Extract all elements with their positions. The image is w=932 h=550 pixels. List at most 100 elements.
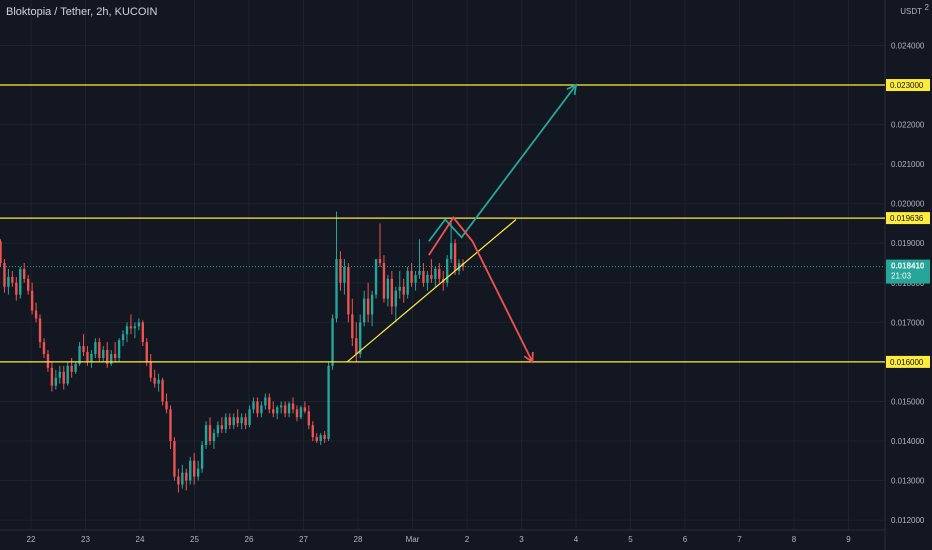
candle-body [121,334,125,341]
candle-body [359,322,362,354]
candle-body [370,294,374,315]
y-tick-label: 0.015000 [891,397,925,406]
x-tick-label: 26 [245,535,254,544]
candle-body [3,263,6,287]
candle-body [185,472,188,481]
x-tick-label: 24 [136,535,145,544]
candle-body [204,425,208,445]
candle-body [394,290,397,307]
candle-body [327,365,330,440]
candle-body [386,278,390,299]
candle-body [256,401,259,414]
candle-body [260,405,263,414]
candle-body [272,409,275,414]
candle-body [90,353,93,362]
candle-body [430,274,433,279]
candle-body [287,403,291,414]
y-tick-label: 0.012000 [891,516,925,525]
candle-body [109,353,113,364]
candle-body [362,298,366,323]
candle-body [200,444,204,469]
settings-icon[interactable]: 2 [924,3,929,12]
candle-body [216,425,220,434]
candle-body [98,342,101,358]
candle-body [15,282,18,295]
candle-body [299,407,303,418]
candle-body [414,274,417,283]
candle-body [137,322,141,327]
currency-label[interactable]: USDT [900,7,922,16]
candle-body [50,367,54,386]
arrow-head [523,351,534,364]
candle-body [453,243,457,271]
candle-body [149,361,152,378]
candle-body [307,411,311,426]
candle-body [157,379,160,384]
level-price-tag [886,212,930,225]
trendline [346,219,517,363]
x-tick-label: 22 [27,535,36,544]
candle-body [153,377,156,384]
candle-body [58,371,61,378]
x-tick-label: 2 [465,535,470,544]
y-tick-label: 0.021000 [891,160,925,169]
candle-body [117,340,121,358]
x-tick-label: 8 [792,535,797,544]
candle-body [323,435,326,440]
candle-body [141,322,144,343]
candle-body [279,405,283,408]
arrow-head [566,83,578,96]
candle-body [351,314,354,339]
candle-body [161,379,164,402]
candle-body [129,326,133,329]
candle-body [7,276,10,287]
candle-body [23,268,26,279]
candle-body [0,241,2,264]
candle-body [382,263,386,299]
candle-body [331,318,334,366]
candle-body [236,417,239,424]
candle-body [339,259,342,283]
candle-body [165,401,168,410]
x-tick-label: 7 [737,535,742,544]
candle-body [264,397,267,406]
x-tick-label: 4 [574,535,579,544]
candle-body [102,350,105,358]
candle-body [343,266,346,283]
candle-body [426,274,429,283]
candle-body [295,409,299,418]
candle-body [193,460,196,477]
candle-body [42,342,46,354]
candle-body [434,268,437,279]
candle-body [422,270,425,283]
candle-body [252,401,255,410]
candle-body [208,425,212,442]
candle-body [240,417,243,424]
candle-body [406,270,409,295]
level-price-label: 0.019636 [890,214,924,223]
candle-body [449,243,453,260]
level-price-label: 0.016000 [890,358,924,367]
candle-body [189,460,192,481]
x-tick-label: 5 [628,535,633,544]
candle-body [113,353,117,358]
last-price-tag [886,259,930,284]
x-tick-label: 6 [683,535,688,544]
candle-body [82,346,85,353]
candle-body [181,472,184,485]
candle-body [94,342,97,354]
candle-body [46,353,50,368]
x-tick-label: 27 [299,535,308,544]
candle-body [303,407,307,412]
candle-body [19,268,22,295]
candle-body [374,259,378,295]
candle-body [276,407,279,414]
x-tick-label: 25 [190,535,199,544]
candle-body [347,266,350,315]
last-price-countdown: 21:03 [891,272,912,281]
candle-body [212,433,216,442]
candle-body [319,435,322,442]
